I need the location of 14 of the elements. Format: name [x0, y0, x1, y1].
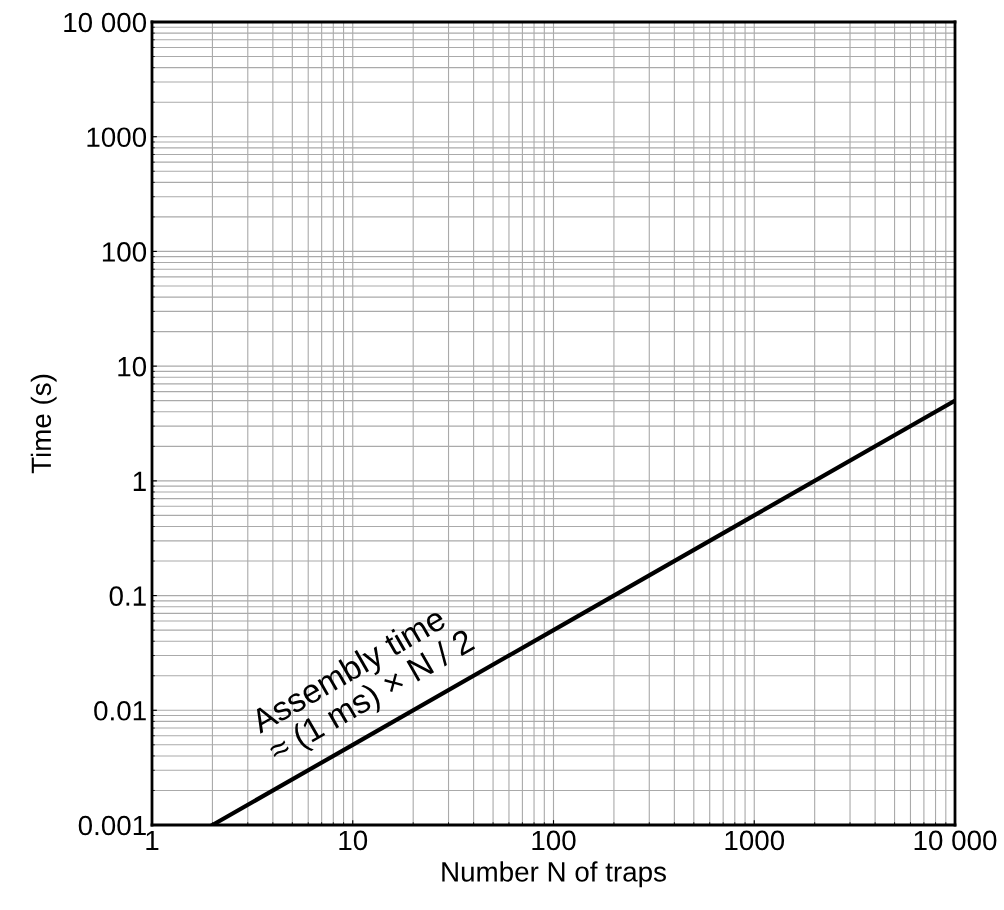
x-tick-label: 1000 [725, 830, 785, 851]
y-tick-label: 1000 [87, 127, 147, 148]
y-tick-label: 100 [102, 242, 147, 262]
x-tick-label: 10 [339, 830, 368, 851]
y-tick-label: 1 [133, 471, 146, 491]
x-tick-label: 10 000 [914, 830, 997, 851]
y-axis-title: Time (s) [30, 374, 57, 474]
y-tick-label: 0.1 [109, 586, 146, 606]
x-axis-title: Number N of traps [442, 861, 666, 888]
y-tick-label: 10 [118, 356, 147, 377]
y-tick-label: 0.01 [94, 700, 146, 721]
x-tick-label: 100 [532, 830, 576, 851]
y-tick-label: 10 000 [64, 12, 147, 33]
y-tick-label: 0.001 [78, 815, 146, 836]
